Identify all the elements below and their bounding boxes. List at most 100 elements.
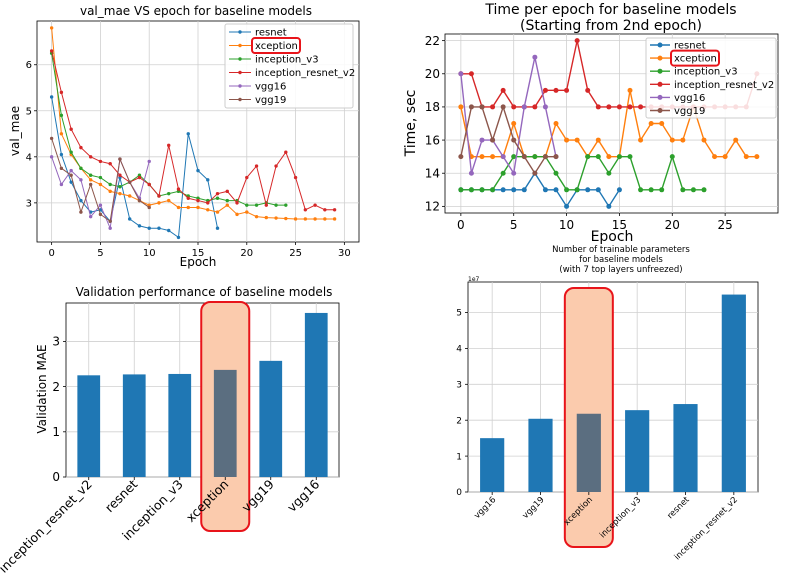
data-point-inception_v3 [245, 203, 249, 207]
bar-resnet [122, 374, 146, 477]
data-point-xception [701, 137, 707, 143]
data-point-inception_resnet_v2 [196, 198, 200, 203]
data-point-xception [511, 121, 517, 126]
data-point-vgg19 [88, 182, 93, 187]
legend-label-inception_resnet_v2: inception_resnet_v2 [255, 68, 355, 79]
legend-marker-inception_resnet_v2 [238, 70, 242, 75]
data-point-inception_resnet_v2 [98, 159, 103, 164]
data-point-inception_resnet_v2 [606, 104, 612, 110]
y-axis-label: Time, sec [403, 90, 419, 158]
bar-inception_v3 [168, 373, 192, 477]
data-point-xception [574, 137, 580, 143]
data-point-xception [118, 191, 122, 196]
data-point-vgg16 [59, 182, 64, 187]
x-tick-label: 5 [510, 218, 518, 232]
data-point-inception_v3 [680, 187, 686, 193]
data-point-inception_v3 [574, 187, 580, 193]
x-tick-label: 15 [612, 218, 627, 232]
data-point-vgg16 [521, 104, 527, 110]
series-line-inception_v3 [460, 154, 704, 191]
data-point-resnet [59, 152, 64, 157]
data-point-resnet [196, 168, 200, 173]
data-point-inception_resnet_v2 [118, 173, 122, 177]
data-point-inception_v3 [627, 154, 633, 160]
data-point-vgg16 [458, 71, 464, 77]
data-point-inception_v3 [479, 187, 485, 193]
y-tick-label: 3 [26, 198, 32, 209]
x-tick-label: 0 [457, 218, 465, 232]
data-point-inception_resnet_v2 [323, 208, 327, 212]
y-tick-label: 2 [456, 416, 462, 426]
val-mae-svg: val_mae VS epoch for baseline models 0 5 1… [8, 4, 360, 269]
data-point-vgg19 [98, 212, 103, 217]
data-point-inception_resnet_v2 [186, 196, 190, 200]
y-tick-label: 1 [456, 452, 462, 462]
data-point-xception [254, 214, 259, 219]
data-point-xception [108, 189, 112, 194]
legend-marker-xception [238, 43, 242, 48]
x-tick-label: vgg19 [521, 495, 547, 521]
x-tick-label: 10 [559, 218, 574, 232]
legend-marker-vgg19 [657, 108, 663, 113]
data-point-inception_v3 [616, 154, 622, 160]
y-tick-label: 5 [26, 106, 32, 117]
data-point-vgg19 [490, 137, 496, 143]
data-point-inception_v3 [167, 191, 171, 196]
data-point-inception_resnet_v2 [49, 49, 54, 53]
data-point-inception_resnet_v2 [303, 208, 308, 212]
data-point-inception_resnet_v2 [616, 104, 622, 110]
data-point-xception [606, 154, 612, 160]
legend-marker-resnet [657, 42, 663, 48]
bar-xception [576, 413, 601, 492]
data-point-xception [127, 194, 132, 198]
data-point-xception [743, 154, 749, 160]
data-point-resnet [69, 180, 73, 184]
x-tick-label: 20 [240, 248, 253, 259]
data-point-resnet [553, 187, 559, 193]
x-axis-label: Epoch [591, 229, 634, 245]
chart-title: Number of trainable parameters [552, 245, 690, 255]
y-tick-label: 4 [26, 152, 32, 163]
data-point-vgg19 [49, 136, 54, 141]
data-point-inception_v3 [564, 187, 570, 193]
legend-marker-inception_v3 [238, 57, 242, 61]
bar-vgg19 [528, 418, 553, 492]
chart-title-line3: (with 7 top layers unfreezed) [559, 265, 682, 275]
data-point-inception_resnet_v2 [264, 203, 269, 207]
data-point-xception [98, 182, 103, 187]
chart-title: Time per epoch for baseline models [484, 2, 736, 18]
data-point-xception [553, 121, 559, 126]
y-tick-label: 20 [425, 67, 440, 81]
data-point-resnet [564, 203, 570, 209]
data-point-xception [274, 216, 278, 220]
data-point-xception [264, 215, 269, 220]
data-point-xception [235, 212, 239, 217]
y-tick-label: 14 [425, 166, 440, 180]
chart-title-line2: for baseline models [579, 255, 663, 265]
legend-box [224, 23, 354, 109]
data-point-vgg19 [147, 205, 151, 210]
data-point-vgg19 [108, 219, 112, 223]
data-point-xception [627, 87, 633, 93]
data-point-vgg16 [108, 226, 112, 230]
data-point-xception [722, 154, 728, 160]
data-point-inception_resnet_v2 [215, 191, 220, 196]
y-tick-label: 2 [52, 380, 60, 394]
y-tick-label: 22 [425, 34, 440, 48]
data-point-xception [595, 137, 601, 143]
data-point-inception_resnet_v2 [147, 182, 151, 187]
data-point-vgg19 [69, 173, 73, 177]
legend: resnet xception inception_v3 inception_resn… [224, 23, 355, 109]
data-point-xception [332, 217, 337, 221]
data-point-xception [669, 137, 675, 143]
data-point-inception_resnet_v2 [490, 104, 496, 110]
data-point-xception [754, 154, 760, 160]
data-point-resnet [521, 187, 527, 193]
validation-performance-chart: Validation performance of baseline model… [0, 285, 394, 578]
chart-4-body: Number of trainable parameters for basel… [456, 245, 759, 562]
legend-label-inception_resnet_v2: inception_resnet_v2 [674, 80, 774, 91]
data-point-inception_resnet_v2 [627, 104, 633, 110]
legend-marker-xception [657, 55, 663, 61]
data-point-inception_resnet_v2 [574, 38, 580, 44]
data-point-inception_resnet_v2 [284, 150, 288, 154]
